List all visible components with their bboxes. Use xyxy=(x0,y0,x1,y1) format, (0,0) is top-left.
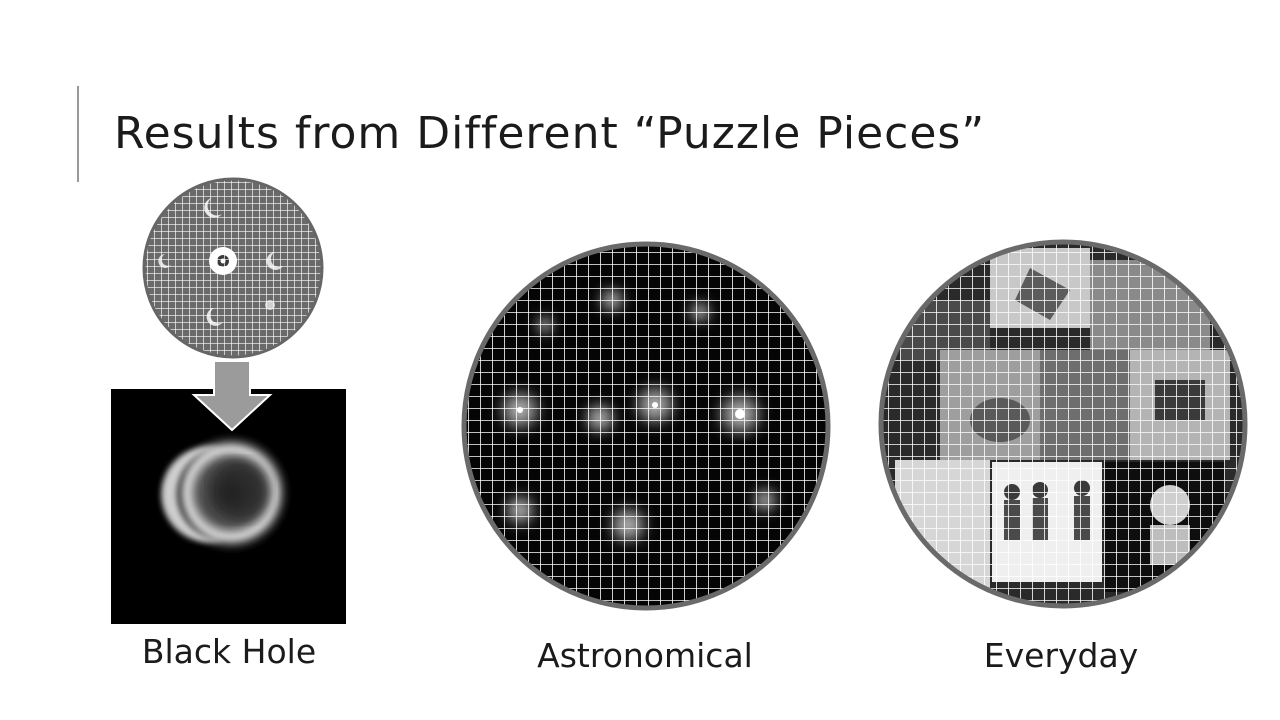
black-hole-panel xyxy=(111,177,346,624)
black-hole-image xyxy=(111,389,346,624)
down-arrow-icon xyxy=(191,360,273,432)
caption-black-hole: Black Hole xyxy=(141,632,317,671)
black-hole-pieces-circle xyxy=(142,177,324,359)
caption-everyday: Everyday xyxy=(983,636,1139,675)
astronomical-pieces-circle xyxy=(461,241,831,611)
title-accent-bar xyxy=(77,86,79,182)
everyday-pieces-circle xyxy=(878,239,1248,609)
caption-astronomical: Astronomical xyxy=(537,636,753,675)
slide-title: Results from Different “Puzzle Pieces” xyxy=(114,108,986,159)
